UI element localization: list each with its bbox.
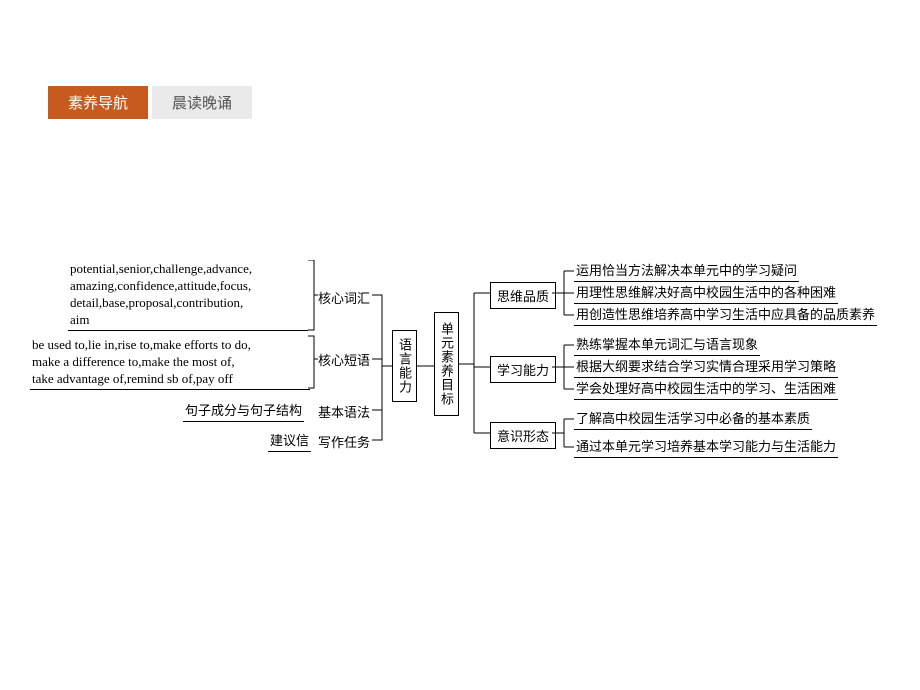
mindmap: potential,senior,challenge,advance, amaz… bbox=[0, 260, 920, 520]
center: 单元素养目标 bbox=[434, 312, 459, 416]
tab-active[interactable]: 素养导航 bbox=[48, 86, 148, 119]
leaf-phrase: be used to,lie in,rise to,make efforts t… bbox=[30, 336, 310, 390]
leaf-vocab: potential,senior,challenge,advance, amaz… bbox=[68, 260, 308, 331]
tab-inactive[interactable]: 晨读晚诵 bbox=[152, 86, 252, 119]
right-0-0: 运用恰当方法解决本单元中的学习疑问 bbox=[574, 262, 799, 282]
label-grammar: 基本语法 bbox=[318, 402, 370, 421]
right-2-1: 通过本单元学习培养基本学习能力与生活能力 bbox=[574, 438, 838, 458]
leaf-grammar: 句子成分与句子结构 bbox=[183, 402, 304, 422]
leaf-writing: 建议信 bbox=[268, 432, 311, 452]
right-group-0: 思维品质 bbox=[490, 282, 556, 309]
right-2-0: 了解高中校园生活学习中必备的基本素质 bbox=[574, 410, 812, 430]
right-0-2: 用创造性思维培养高中学习生活中应具备的品质素养 bbox=[574, 306, 877, 326]
tabs: 素养导航 晨读晚诵 bbox=[48, 86, 252, 119]
label-vocab: 核心词汇 bbox=[318, 288, 370, 307]
left-main: 语言能力 bbox=[392, 330, 417, 402]
right-1-2: 学会处理好高中校园生活中的学习、生活困难 bbox=[574, 380, 838, 400]
right-group-2: 意识形态 bbox=[490, 422, 556, 449]
right-1-0: 熟练掌握本单元词汇与语言现象 bbox=[574, 336, 760, 356]
right-group-1: 学习能力 bbox=[490, 356, 556, 383]
label-phrase: 核心短语 bbox=[318, 350, 370, 369]
right-0-1: 用理性思维解决好高中校园生活中的各种困难 bbox=[574, 284, 838, 304]
label-writing: 写作任务 bbox=[318, 432, 370, 451]
right-1-1: 根据大纲要求结合学习实情合理采用学习策略 bbox=[574, 358, 838, 378]
